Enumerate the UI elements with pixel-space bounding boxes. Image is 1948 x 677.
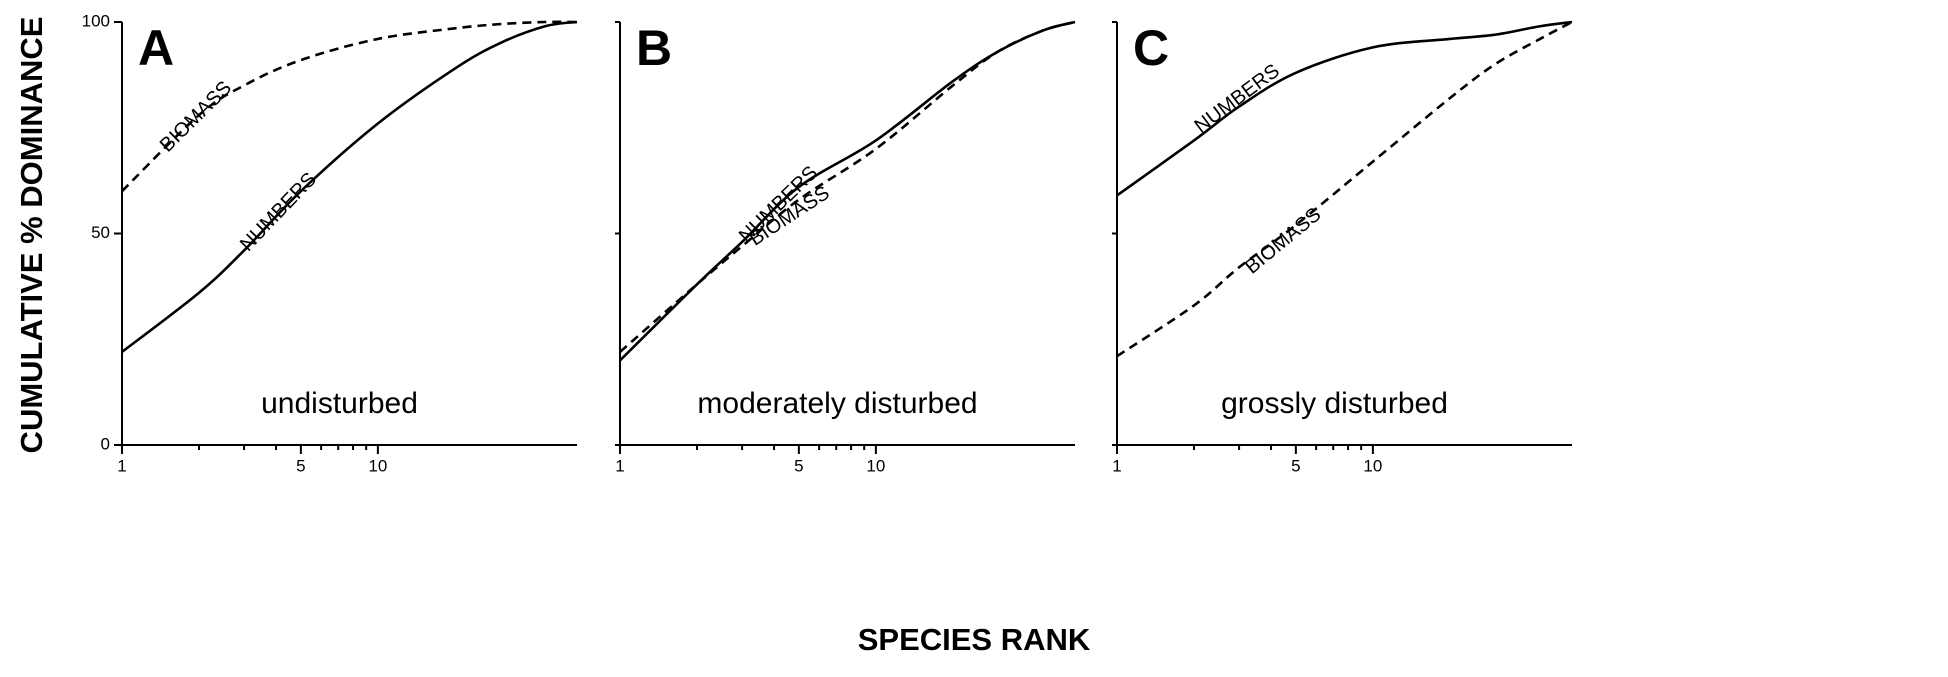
x-tick-label: 5 xyxy=(794,456,803,475)
x-tick-label: 5 xyxy=(1291,456,1300,475)
x-tick-label: 1 xyxy=(117,456,126,475)
panel-annotation: moderately disturbed xyxy=(697,387,977,420)
series-line xyxy=(121,20,578,193)
panel-label: B xyxy=(636,20,672,76)
series-line xyxy=(1116,20,1573,197)
series-label: NUMBERS xyxy=(236,168,321,255)
panel-annotation: grossly disturbed xyxy=(1221,387,1448,420)
y-axis-label: CUMULATIVE % DOMINANCE xyxy=(14,17,49,454)
series-line xyxy=(619,20,1076,362)
x-tick-label: 5 xyxy=(296,456,305,475)
x-tick-label: 1 xyxy=(615,456,624,475)
panel-annotation: undisturbed xyxy=(261,387,418,420)
x-axis-label: SPECIES RANK xyxy=(858,622,1091,657)
panel-label: A xyxy=(138,20,174,76)
x-tick-label: 10 xyxy=(368,456,387,475)
y-tick-label: 0 xyxy=(101,434,110,453)
y-tick-label: 100 xyxy=(82,11,110,30)
x-tick-label: 1 xyxy=(1112,456,1121,475)
series-label: BIOMASS xyxy=(1241,203,1325,278)
series-label: BIOMASS xyxy=(156,77,236,157)
x-tick-label: 10 xyxy=(866,456,885,475)
panel-label: C xyxy=(1133,20,1169,76)
series-label: NUMBERS xyxy=(1191,60,1284,138)
series-line xyxy=(619,20,1076,353)
series-line xyxy=(1116,20,1573,358)
series-line xyxy=(121,20,578,353)
y-tick-label: 50 xyxy=(91,223,110,242)
x-tick-label: 10 xyxy=(1363,456,1382,475)
